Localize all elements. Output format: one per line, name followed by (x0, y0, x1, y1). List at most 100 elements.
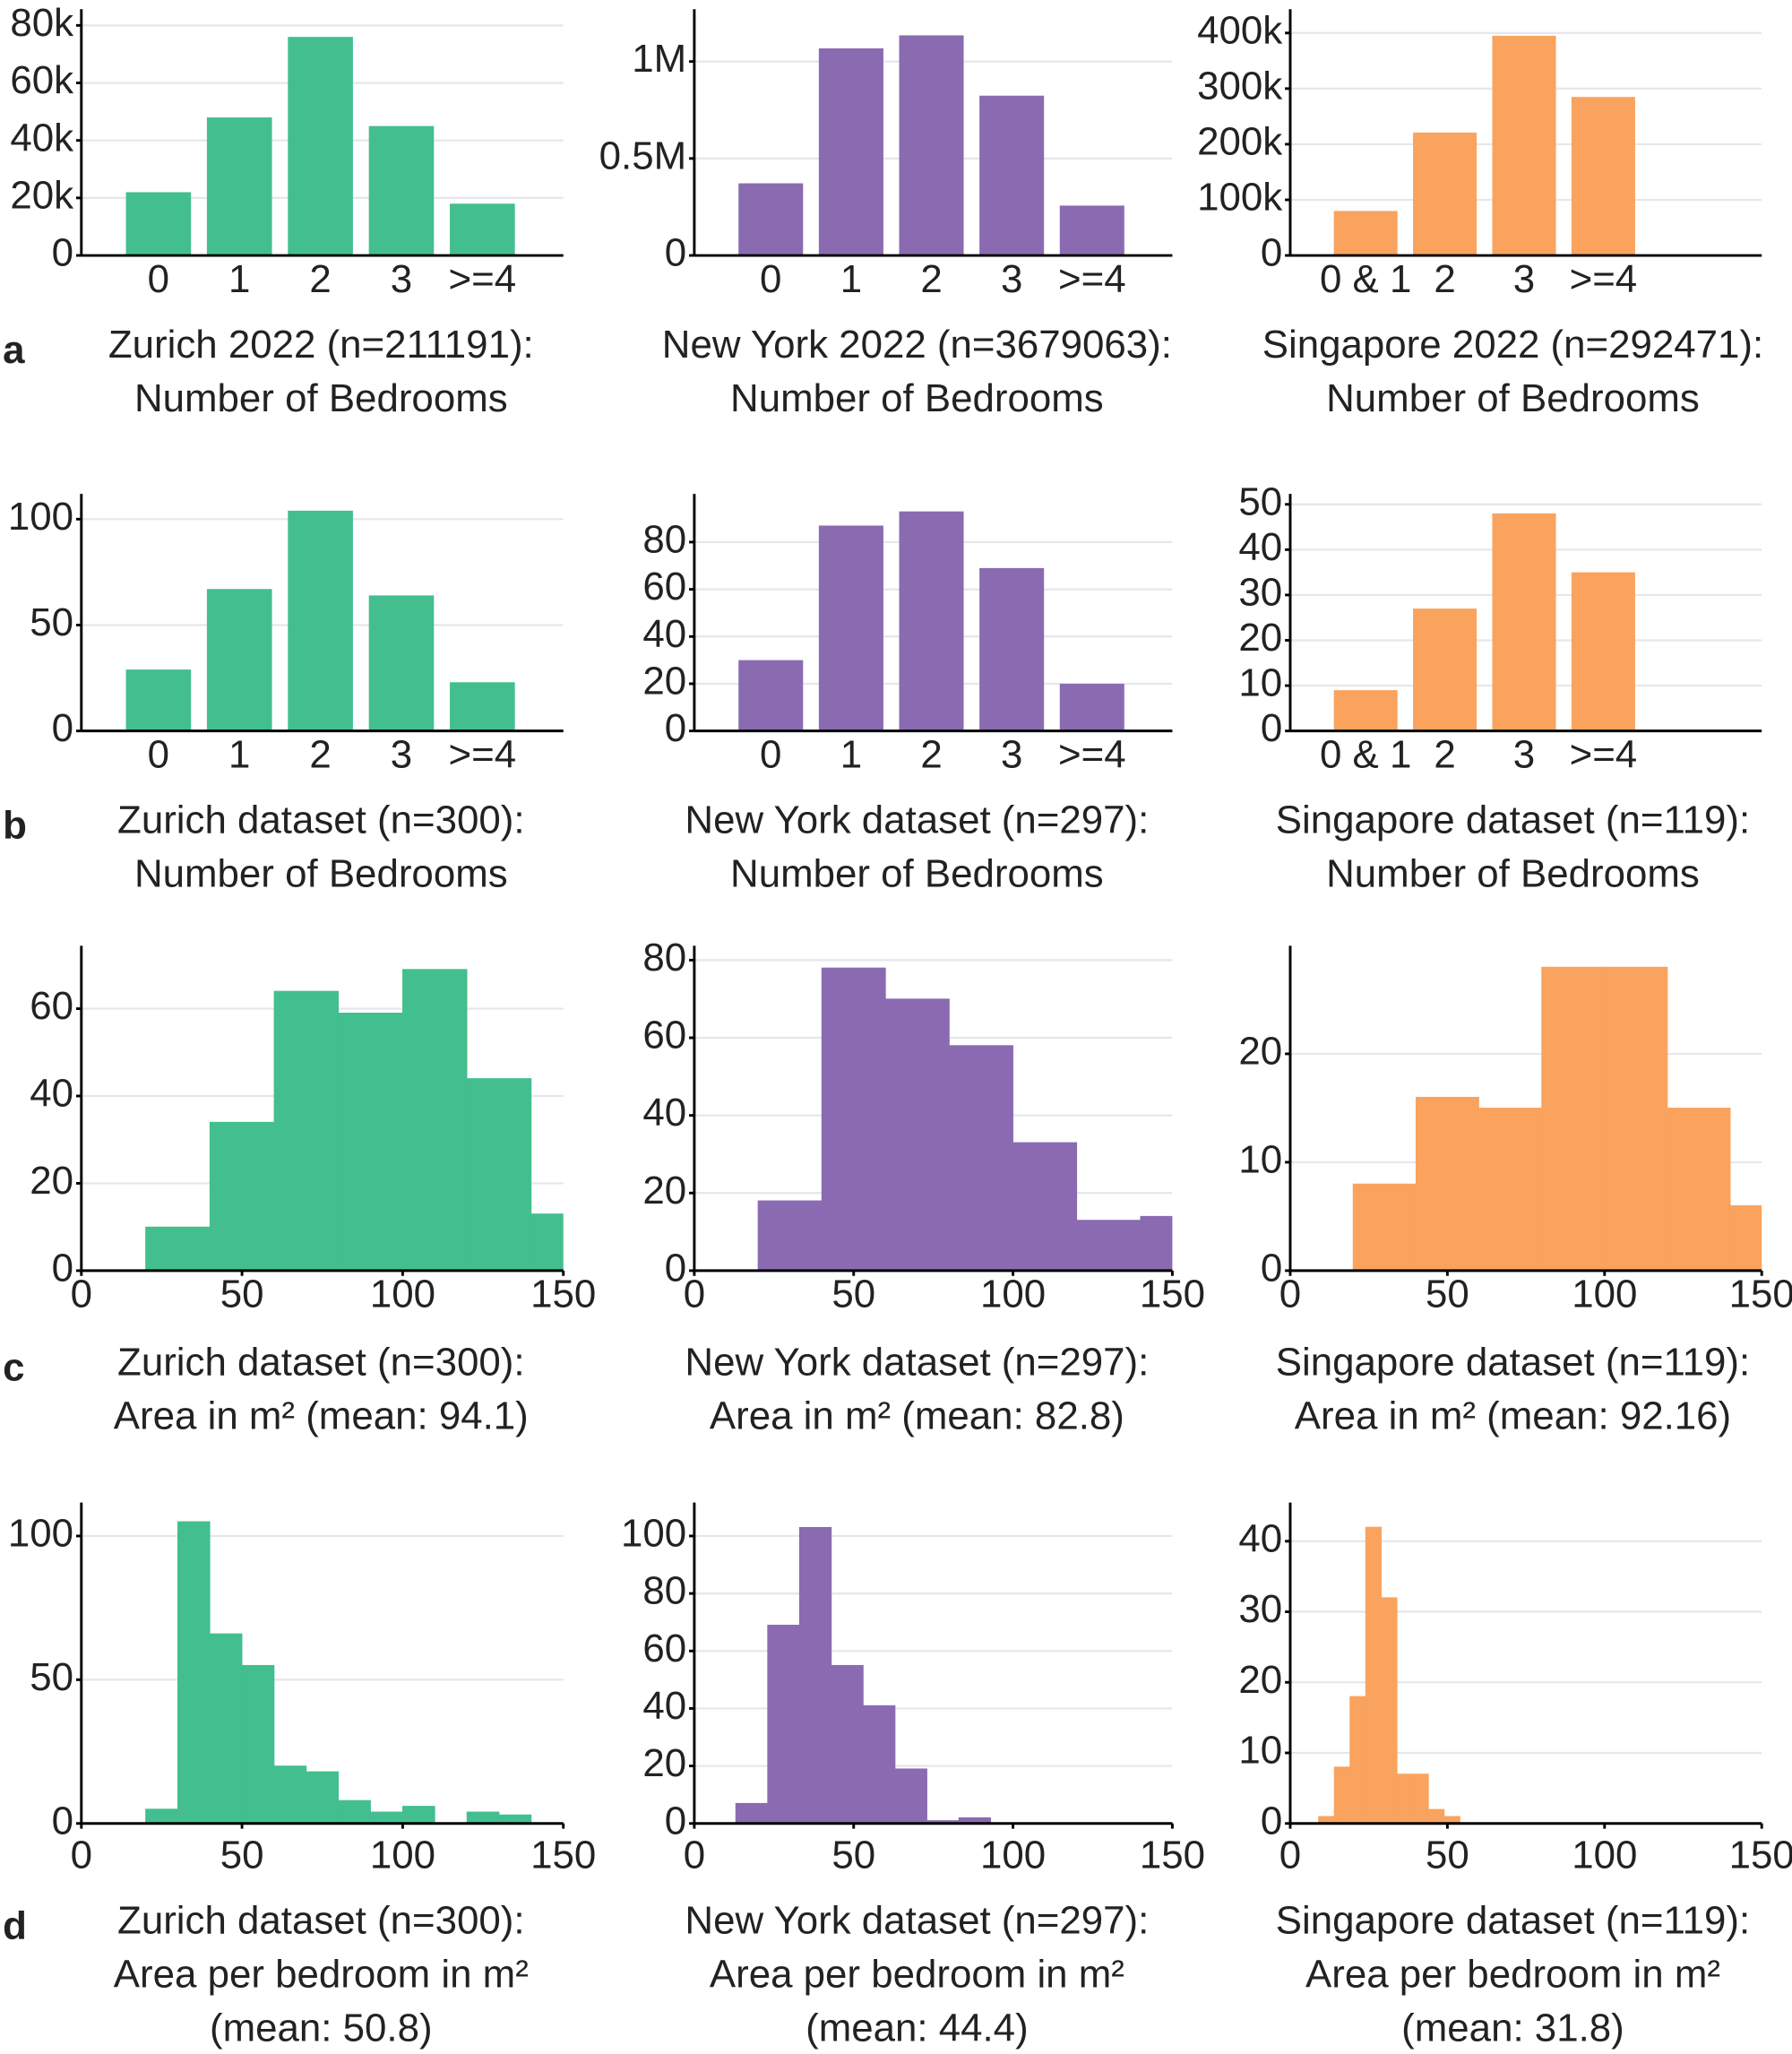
bar (177, 1521, 211, 1824)
x-tick-label: 0 (71, 1833, 92, 1877)
bar (338, 1799, 371, 1824)
x-tick-label: 0 (71, 1273, 92, 1316)
x-tick-label: >=4 (1058, 732, 1126, 776)
panel-label: a (3, 328, 25, 372)
x-tick-label: 100 (1572, 1833, 1637, 1877)
bar (1365, 1526, 1383, 1824)
y-tick-label: 20 (1238, 616, 1282, 660)
bar (1729, 1204, 1762, 1271)
bar (798, 1526, 832, 1824)
x-tick-label: 50 (1426, 1833, 1469, 1877)
bar (209, 1121, 275, 1271)
y-tick-label: 0 (665, 231, 686, 275)
chart-title: Number of Bedrooms (730, 376, 1104, 420)
bar (125, 669, 192, 731)
bar (402, 1806, 435, 1824)
bar (979, 567, 1045, 731)
chart: 0 50 100 0 1 2 3 >=4 Zurich dataset (n=300): Numb… (3, 494, 564, 895)
x-tick-label: 100 (370, 1833, 435, 1877)
x-tick-label: 50 (220, 1833, 264, 1877)
chart-title: Zurich dataset (n=300): (117, 1898, 525, 1942)
bar (370, 1811, 403, 1824)
x-tick-label: 100 (980, 1833, 1046, 1877)
chart-title: New York 2022 (n=3679063): (662, 323, 1172, 367)
x-tick-label: 2 (920, 257, 942, 301)
bar (894, 1768, 927, 1824)
bar (145, 1226, 211, 1271)
y-tick-label: 100 (8, 1512, 73, 1556)
y-tick-label: 40 (1238, 1516, 1282, 1560)
bars (145, 969, 564, 1271)
chart-title: Zurich dataset (n=300): (117, 798, 525, 842)
y-tick-label: 0 (52, 1799, 73, 1843)
x-tick-label: 150 (530, 1833, 596, 1877)
x-tick-label: 3 (1001, 732, 1022, 776)
y-tick-label: 20 (1238, 1658, 1282, 1702)
bar (1412, 1774, 1429, 1824)
chart-title: New York dataset (n=297): (685, 798, 1149, 842)
y-tick-label: 60 (642, 1627, 686, 1670)
y-tick-label: 20 (642, 1741, 686, 1785)
bar (1541, 966, 1606, 1271)
x-tick-label: >=4 (449, 732, 517, 776)
chart: 0 0.5M 1M 0 1 2 3 >=4 New York 2022 (n=3679063):… (599, 9, 1173, 420)
y-tick-label: 50 (30, 1655, 73, 1699)
y-tick-label: 80k (10, 1, 73, 45)
bar (466, 1811, 500, 1824)
bar (1012, 1142, 1078, 1271)
y-tick-label: 30 (1238, 1587, 1282, 1631)
y-tick-label: 0 (1261, 231, 1282, 275)
y-tick-label: 0 (665, 1246, 686, 1290)
x-tick-label: 0 (1279, 1833, 1301, 1877)
y-tick-label: 40 (1238, 525, 1282, 569)
bar (1571, 97, 1635, 256)
y-tick-label: 0.5M (599, 134, 686, 177)
chart: 0 10 20 0 50 100 150 Singapore dataset (n=119):… (1238, 945, 1792, 1438)
bar (767, 1625, 800, 1824)
bar (1140, 1215, 1173, 1271)
chart-title: Singapore dataset (n=119): (1276, 798, 1750, 842)
x-tick-label: 0 (1279, 1273, 1301, 1316)
panel-label: d (3, 1903, 27, 1947)
x-tick-label: 3 (391, 732, 412, 776)
bars (1318, 1526, 1460, 1824)
bar (1604, 966, 1668, 1271)
y-tick-label: 10 (1238, 661, 1282, 705)
y-tick-label: 0 (665, 706, 686, 750)
y-tick-label: 1M (632, 37, 686, 81)
chart-title: (mean: 50.8) (210, 2006, 433, 2050)
y-tick-label: 100 (621, 1512, 686, 1556)
bar (206, 117, 272, 256)
x-tick-label: 1 (840, 257, 862, 301)
bar (402, 969, 468, 1271)
bar (288, 37, 353, 256)
x-tick-label: 50 (220, 1273, 264, 1316)
bar (241, 1664, 275, 1824)
y-tick-label: 0 (1261, 1799, 1282, 1843)
y-tick-label: 30 (1238, 570, 1282, 614)
bar (209, 1633, 243, 1824)
y-tick-label: 40 (30, 1072, 73, 1116)
bar (884, 998, 950, 1271)
x-tick-label: 2 (1434, 257, 1455, 301)
y-tick-label: 10 (1238, 1729, 1282, 1773)
bar (206, 589, 272, 731)
bar (863, 1704, 896, 1824)
chart-title: Area per bedroom in m² (114, 1952, 529, 1996)
x-tick-label: 0 (760, 257, 781, 301)
bar (466, 1078, 532, 1271)
x-tick-label: 1 (228, 257, 250, 301)
chart-title: Area in m² (mean: 92.16) (1295, 1394, 1731, 1438)
bar (338, 1013, 403, 1271)
y-tick-label: 60 (642, 1014, 686, 1057)
x-tick-label: 100 (1572, 1273, 1637, 1316)
bar (949, 1045, 1013, 1271)
bar (125, 192, 192, 256)
panel-label: c (3, 1346, 24, 1390)
x-tick-label: 3 (1513, 257, 1535, 301)
bar (450, 682, 515, 731)
x-tick-label: 50 (831, 1273, 875, 1316)
x-tick-label: 0 (148, 257, 169, 301)
bar (818, 47, 883, 256)
